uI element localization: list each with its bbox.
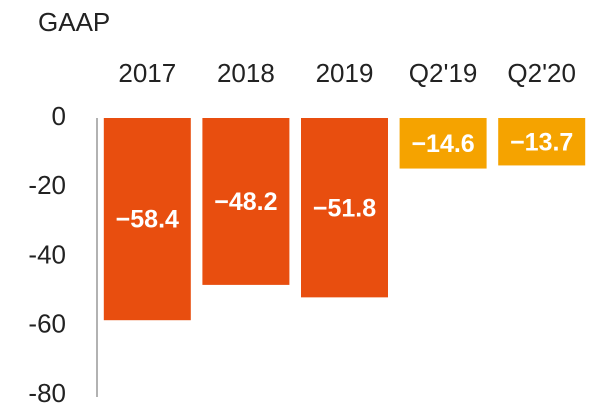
bar — [498, 118, 586, 166]
y-tick-label: -20 — [28, 170, 66, 200]
x-tick-label: 2018 — [217, 58, 275, 88]
x-tick-label: 2019 — [316, 58, 374, 88]
chart-title: GAAP — [38, 7, 110, 37]
x-tick-label: Q2'20 — [507, 58, 576, 88]
value-label: −14.6 — [411, 130, 474, 158]
bar — [399, 118, 487, 169]
bar — [202, 118, 290, 285]
value-label: −58.4 — [116, 206, 179, 234]
value-label: −51.8 — [313, 194, 376, 222]
y-tick-label: 0 — [52, 101, 66, 131]
y-tick-label: -60 — [28, 309, 66, 339]
x-tick-label: Q2'19 — [409, 58, 478, 88]
bar — [103, 118, 191, 321]
value-label: −13.7 — [510, 128, 573, 156]
x-tick-label: 2017 — [118, 58, 176, 88]
bar — [301, 118, 388, 298]
value-label: −48.2 — [214, 188, 277, 216]
y-tick-label: -40 — [28, 239, 66, 269]
y-tick-label: -80 — [28, 378, 66, 408]
